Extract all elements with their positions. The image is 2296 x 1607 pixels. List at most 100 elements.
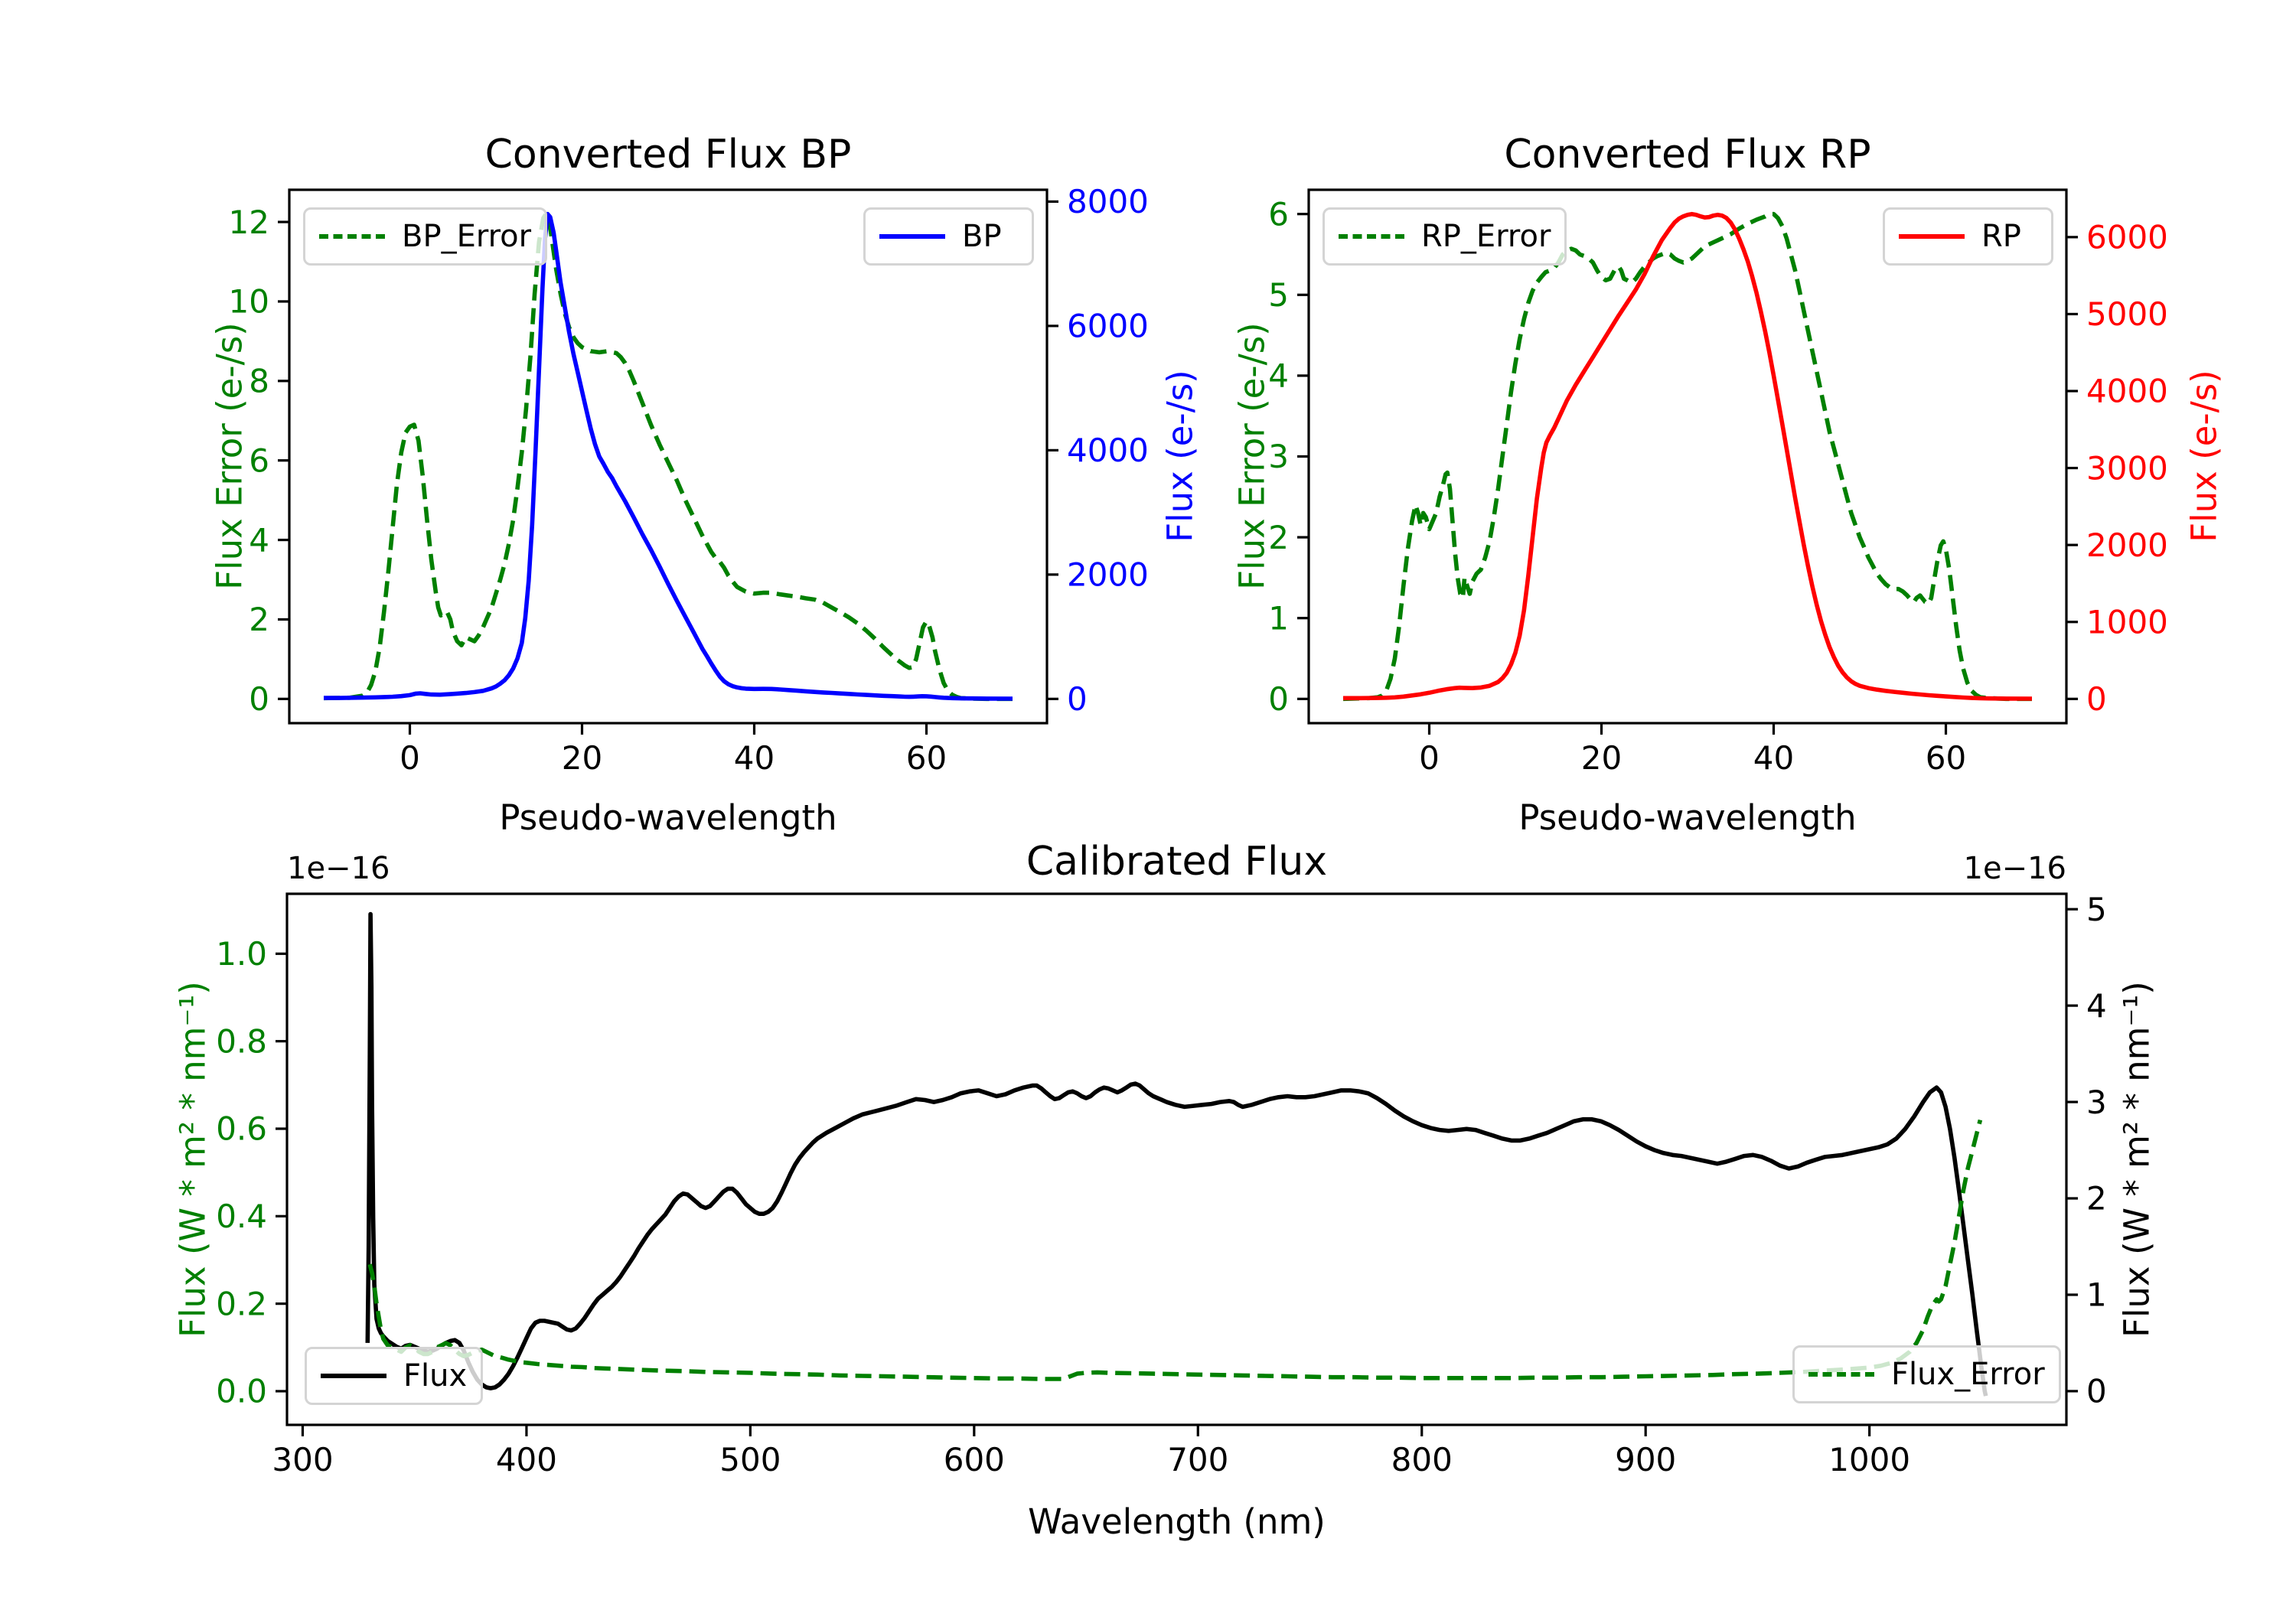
converted-flux-bp-series-bp-error-curve	[323, 211, 1013, 702]
calibrated-flux-left-tick-label: 1.0	[216, 935, 267, 973]
calibrated-flux-right-tick-label: 0	[2086, 1373, 2107, 1410]
subplot-rp-xlabel: Pseudo-wavelength	[1518, 797, 1857, 838]
converted-flux-bp-axes: 0 20 40 60 0 2 4 6 8 10 12 0 2000 4000 6000 8000	[229, 183, 1149, 777]
calibrated-flux-xtick-label: 400	[496, 1441, 557, 1478]
calibrated-flux-xtick-label: 700	[1167, 1441, 1228, 1478]
calibrated-flux-left-tick-label: 0.8	[216, 1022, 267, 1060]
calibrated-flux-right-tick-label: 3	[2086, 1084, 2107, 1121]
calibrated-flux-left-tick-label: 0.4	[216, 1198, 267, 1235]
calibrated-flux-right-tick-label: 2	[2086, 1180, 2107, 1217]
subplot-bp-xlabel: Pseudo-wavelength	[499, 797, 837, 838]
calibrated-flux-right-tick-label: 1	[2086, 1276, 2107, 1314]
subplot-rp-right-ylabel: Flux (e-/s)	[2183, 370, 2225, 543]
legend-rp-label: RP	[1981, 219, 2021, 254]
legend-bp-label: BP	[962, 219, 1002, 254]
converted-flux-bp-right-tick-label: 2000	[1067, 556, 1149, 594]
converted-flux-bp-left-tick-label: 0	[249, 680, 269, 718]
converted-flux-rp-left-tick-label: 2	[1268, 519, 1289, 556]
legend-flux-error-label: Flux_Error	[1891, 1357, 2045, 1392]
converted-flux-rp-left-tick-label: 6	[1268, 195, 1289, 233]
converted-flux-rp-series-rp-curve	[1343, 211, 2033, 701]
converted-flux-bp-left-tick-label: 8	[249, 363, 269, 400]
calibrated-flux-right-tick-label: 5	[2086, 891, 2107, 928]
flux-error-dashed-line-sample	[1808, 1372, 1874, 1377]
converted-flux-bp-frame	[288, 188, 1049, 725]
converted-flux-rp-right-tick-label: 2000	[2086, 526, 2168, 564]
converted-flux-rp-right-tick-label: 6000	[2086, 219, 2168, 256]
converted-flux-rp-left-tick-label: 4	[1268, 357, 1289, 395]
subplot-bp-right-ylabel: Flux (e-/s)	[1159, 370, 1201, 543]
converted-flux-bp-right-tick-label: 8000	[1067, 183, 1149, 220]
converted-flux-bp-left-tick-label: 6	[249, 442, 269, 479]
subplot-cal-right-ylabel: Flux (W * m² * nm⁻¹)	[2116, 981, 2157, 1338]
calibrated-flux-xtick-label: 800	[1391, 1441, 1453, 1478]
converted-flux-rp-series-rp-error-curve	[1342, 211, 2032, 702]
calibrated-flux-left-tick-label: 0.0	[216, 1373, 267, 1410]
calibrated-flux-left-tick-label: 0.2	[216, 1285, 267, 1322]
calibrated-flux-axes: 300 400 500 600 700 800 900 1000 0.0 0.2 0.4 0.6 0.8…	[216, 891, 2107, 1478]
converted-flux-bp-xtick-label: 20	[562, 739, 602, 777]
converted-flux-rp-xtick-label: 20	[1581, 739, 1622, 777]
legend-rp-error-label: RP_Error	[1421, 219, 1551, 254]
subplot-bp-left-ylabel: Flux Error (e-/s)	[209, 322, 250, 590]
rp-error-dashed-line-sample	[1339, 234, 1404, 239]
converted-flux-rp-right-tick-label: 0	[2086, 680, 2107, 718]
converted-flux-rp-right-tick-label: 3000	[2086, 449, 2168, 487]
legend-bp: BP	[863, 207, 1034, 266]
converted-flux-bp-xtick-label: 60	[906, 739, 947, 777]
legend-flux-label: Flux	[403, 1358, 468, 1393]
converted-flux-rp-left-tick-label: 3	[1268, 438, 1289, 475]
legend-bp-error-label: BP_Error	[402, 219, 532, 254]
converted-flux-bp-xtick-label: 0	[400, 739, 420, 777]
subplot-bp-title: Converted Flux BP	[484, 132, 852, 178]
subplot-cal-title: Calibrated Flux	[1026, 839, 1328, 885]
converted-flux-rp-right-tick-label: 4000	[2086, 373, 2168, 410]
converted-flux-rp-frame	[1307, 188, 2068, 725]
calibrated-flux-series-flux-curve	[365, 911, 1988, 1397]
legend-bp-error: BP_Error	[303, 207, 548, 266]
legend-flux-error: Flux_Error	[1792, 1345, 2061, 1403]
subplot-cal-xlabel: Wavelength (nm)	[1028, 1501, 1326, 1542]
calibrated-flux-frame	[285, 892, 2068, 1426]
right-axis-offset-text: 1e−16	[1963, 851, 2066, 886]
calibrated-flux-xtick-label: 1000	[1828, 1441, 1910, 1478]
converted-flux-rp-xtick-label: 40	[1753, 739, 1794, 777]
calibrated-flux-left-tick-label: 0.6	[216, 1110, 267, 1148]
subplot-rp-title: Converted Flux RP	[1504, 132, 1871, 178]
converted-flux-bp-left-tick-label: 4	[249, 521, 269, 559]
bp-error-dashed-line-sample	[319, 234, 385, 239]
converted-flux-rp-right-tick-label: 1000	[2086, 603, 2168, 641]
legend-rp: RP	[1883, 207, 2053, 266]
rp-solid-line-sample	[1899, 234, 1965, 239]
converted-flux-bp-series-bp-curve	[324, 211, 1013, 701]
calibrated-flux-xtick-label: 900	[1615, 1441, 1676, 1478]
converted-flux-bp-left-tick-label: 12	[229, 204, 269, 241]
converted-flux-bp-right-tick-label: 6000	[1067, 308, 1149, 345]
flux-solid-line-sample	[321, 1374, 386, 1378]
converted-flux-bp-left-tick-label: 2	[249, 601, 269, 638]
calibrated-flux-right-tick-label: 4	[2086, 987, 2107, 1025]
converted-flux-bp-right-tick-label: 4000	[1067, 432, 1149, 469]
converted-flux-rp-left-tick-label: 5	[1268, 276, 1289, 314]
converted-flux-bp-right-tick-label: 0	[1067, 680, 1088, 718]
converted-flux-bp-left-tick-label: 10	[229, 283, 269, 321]
converted-flux-bp-xtick-label: 40	[734, 739, 775, 777]
converted-flux-rp-left-tick-label: 0	[1268, 680, 1289, 718]
converted-flux-rp-xtick-label: 60	[1926, 739, 1966, 777]
legend-flux: Flux	[305, 1347, 484, 1405]
bp-solid-line-sample	[879, 234, 945, 239]
left-axis-offset-text: 1e−16	[287, 851, 390, 886]
legend-rp-error: RP_Error	[1322, 207, 1567, 266]
calibrated-flux-xtick-label: 300	[272, 1441, 333, 1478]
converted-flux-rp-right-tick-label: 5000	[2086, 295, 2168, 333]
converted-flux-rp-xtick-label: 0	[1419, 739, 1440, 777]
calibrated-flux-series-flux-error-curve	[367, 1119, 1983, 1381]
converted-flux-rp-left-tick-label: 1	[1268, 599, 1289, 637]
calibrated-flux-xtick-label: 600	[944, 1441, 1005, 1478]
subplot-cal-left-ylabel: Flux (W * m² * nm⁻¹)	[172, 981, 214, 1338]
calibrated-flux-xtick-label: 500	[719, 1441, 781, 1478]
subplot-rp-left-ylabel: Flux Error (e-/s)	[1231, 322, 1273, 590]
